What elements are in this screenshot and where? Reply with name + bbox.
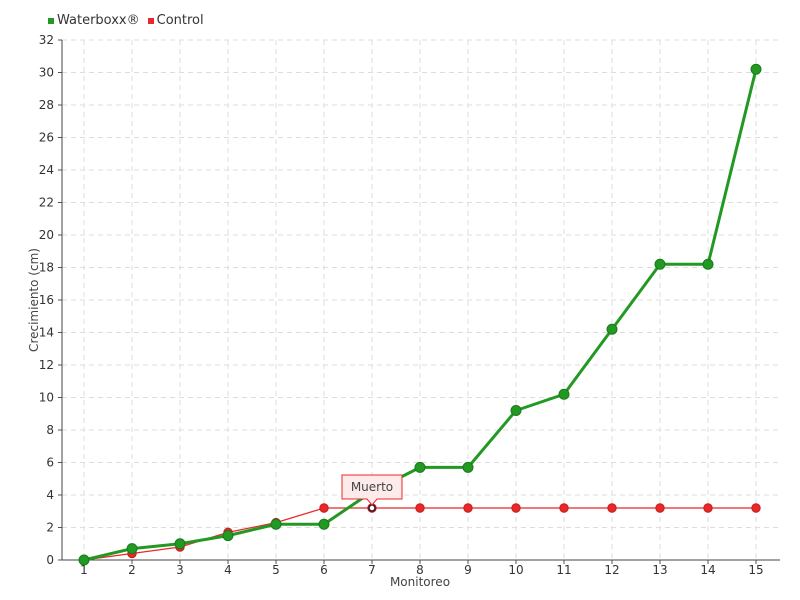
- data-point-waterboxx[interactable]: [654, 258, 666, 270]
- y-tick-label: 24: [39, 163, 54, 177]
- data-point-control[interactable]: [751, 503, 761, 513]
- data-point-control[interactable]: [703, 503, 713, 513]
- data-point-waterboxx[interactable]: [606, 323, 618, 335]
- legend-label-control: Control: [156, 13, 204, 28]
- legend-swatch-waterboxx: [48, 17, 54, 24]
- data-point-control[interactable]: [559, 503, 569, 513]
- data-point-control[interactable]: [655, 503, 665, 513]
- x-tick-label: 6: [320, 563, 328, 577]
- x-tick-label: 7: [368, 563, 376, 577]
- annotation-tooltip: [341, 474, 403, 506]
- data-point-control[interactable]: [319, 503, 329, 513]
- y-tick-label: 30: [39, 66, 54, 80]
- y-tick-label: 14: [39, 326, 54, 340]
- legend-item-waterboxx[interactable]: Waterboxx®: [48, 13, 140, 28]
- data-point-control[interactable]: [511, 503, 521, 513]
- legend-swatch-control: [147, 17, 154, 24]
- legend: Waterboxx® Control: [48, 13, 204, 28]
- annotation-marker: [368, 504, 376, 512]
- y-tick-label: 20: [39, 228, 54, 242]
- data-point-waterboxx[interactable]: [174, 538, 186, 550]
- data-point-waterboxx[interactable]: [702, 258, 714, 270]
- x-tick-label: 14: [700, 563, 715, 577]
- y-tick-label: 12: [39, 358, 54, 372]
- y-tick-label: 28: [39, 98, 54, 112]
- y-tick-label: 18: [39, 261, 54, 275]
- y-tick-label: 22: [39, 196, 54, 210]
- data-point-waterboxx[interactable]: [126, 543, 138, 555]
- data-point-waterboxx[interactable]: [414, 461, 426, 473]
- data-point-control[interactable]: [463, 503, 473, 513]
- x-tick-label: 10: [508, 563, 523, 577]
- x-tick-label: 9: [464, 563, 472, 577]
- x-tick-label: 5: [272, 563, 280, 577]
- data-point-control[interactable]: [607, 503, 617, 513]
- y-axis-title: Crecimiento (cm): [27, 248, 41, 352]
- data-point-control[interactable]: [415, 503, 425, 513]
- x-axis-title: Monitoreo: [390, 575, 450, 589]
- data-point-waterboxx[interactable]: [510, 405, 522, 416]
- data-point-waterboxx[interactable]: [222, 530, 234, 542]
- x-tick-label: 4: [224, 563, 232, 577]
- x-tick-label: 1: [80, 563, 88, 577]
- legend-label-waterboxx: Waterboxx®: [57, 13, 140, 28]
- data-point-waterboxx[interactable]: [78, 554, 90, 566]
- x-tick-label: 2: [128, 563, 136, 577]
- y-tick-label: 8: [46, 423, 54, 437]
- y-tick-label: 16: [39, 293, 54, 307]
- legend-item-control[interactable]: Control: [147, 13, 204, 28]
- y-tick-label: 4: [46, 488, 54, 502]
- y-tick-label: 2: [46, 521, 54, 535]
- data-point-waterboxx[interactable]: [462, 461, 474, 473]
- y-tick-label: 32: [39, 33, 54, 47]
- x-tick-label: 8: [416, 563, 424, 577]
- x-tick-label: 3: [176, 563, 184, 577]
- data-point-waterboxx[interactable]: [270, 518, 282, 530]
- annotation-layer: Muerto: [341, 474, 403, 512]
- x-tick-label: 15: [748, 563, 763, 577]
- y-tick-label: 26: [39, 131, 54, 145]
- data-point-waterboxx[interactable]: [750, 63, 762, 75]
- y-tick-label: 0: [46, 553, 54, 567]
- series-layer: [78, 63, 762, 566]
- y-tick-label: 6: [46, 456, 54, 470]
- data-point-waterboxx[interactable]: [558, 388, 570, 400]
- x-tick-label: 11: [556, 563, 571, 577]
- y-tick-label: 10: [39, 391, 54, 405]
- x-tick-label: 12: [604, 563, 619, 577]
- data-point-waterboxx[interactable]: [318, 518, 330, 530]
- series-line-control: [83, 507, 756, 561]
- grid: [62, 39, 780, 560]
- annotation-label: Muerto: [351, 480, 393, 494]
- x-tick-label: 13: [652, 563, 667, 577]
